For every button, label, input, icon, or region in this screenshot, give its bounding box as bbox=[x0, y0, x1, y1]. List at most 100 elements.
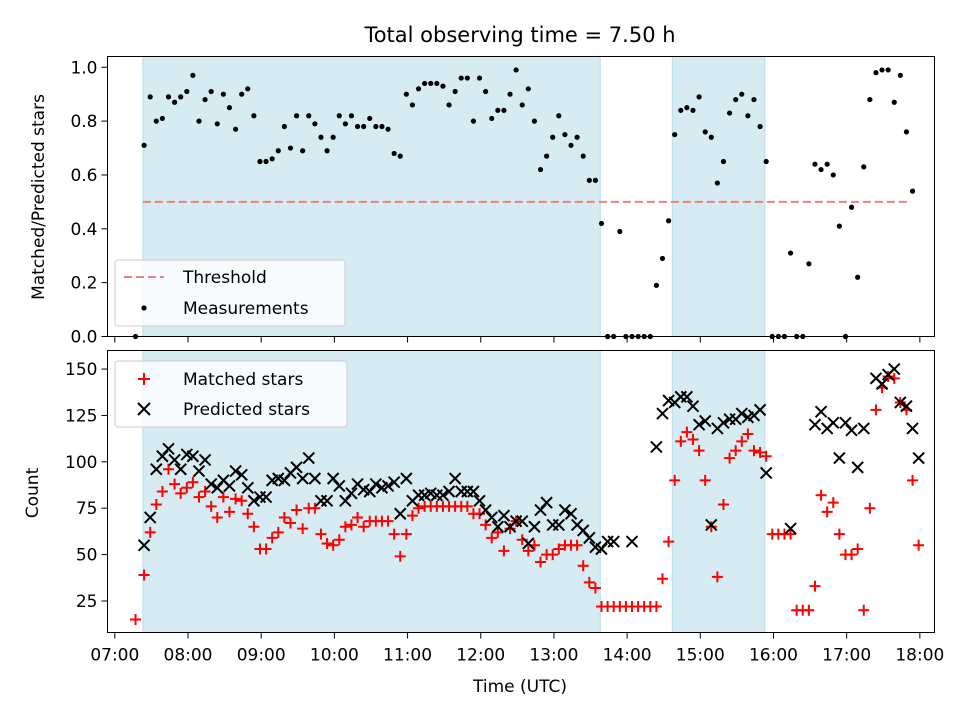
top-x-axis-ticks bbox=[114, 336, 921, 343]
measurement-point bbox=[373, 123, 379, 130]
matched-star-point bbox=[211, 511, 223, 523]
predicted-star-point bbox=[705, 518, 718, 532]
predicted-star-point bbox=[759, 466, 773, 480]
measurement-point bbox=[513, 67, 519, 73]
matched-star-point bbox=[852, 543, 864, 555]
y-tick-label: 0.4 bbox=[70, 220, 97, 240]
top-plot-frame bbox=[107, 56, 935, 337]
matched-star-point bbox=[144, 526, 156, 538]
matched-star-point bbox=[461, 500, 473, 512]
matched-star-point bbox=[309, 502, 321, 514]
bottom-legend: Matched stars Predicted stars bbox=[114, 360, 348, 428]
measurement-point bbox=[287, 145, 294, 151]
matched-star-point bbox=[394, 550, 406, 562]
legend-matched-label: Matched stars bbox=[183, 370, 303, 390]
measurement-point bbox=[275, 148, 281, 154]
measurement-point bbox=[281, 123, 287, 130]
predicted-star-point bbox=[827, 416, 840, 430]
matched-star-point bbox=[205, 500, 217, 512]
measurement-point bbox=[726, 110, 733, 116]
y-tick-label: 75 bbox=[76, 499, 98, 519]
matched-star-point bbox=[230, 493, 242, 505]
predicted-star-point bbox=[320, 494, 334, 507]
predicted-star-point bbox=[259, 490, 273, 504]
measurement-point bbox=[269, 156, 275, 162]
matched-star-point bbox=[175, 487, 187, 499]
matched-star-point bbox=[663, 536, 675, 548]
measurement-point bbox=[897, 72, 903, 78]
x-axis-label: Time (UTC) bbox=[472, 677, 567, 697]
measurement-point bbox=[751, 96, 757, 103]
predicted-star-point bbox=[186, 450, 200, 463]
matched-star-point bbox=[400, 528, 412, 540]
matched-star-point bbox=[724, 452, 736, 464]
matched-star-point bbox=[236, 495, 248, 507]
measurement-point bbox=[336, 113, 342, 119]
predicted-star-point bbox=[692, 418, 706, 431]
measurement-point bbox=[867, 96, 873, 103]
measurement-point bbox=[300, 148, 306, 154]
y-tick-label: 0.0 bbox=[70, 328, 97, 348]
measurement-point bbox=[312, 121, 318, 127]
predicted-star-point bbox=[857, 422, 870, 435]
predicted-star-point bbox=[198, 453, 212, 467]
measurement-point bbox=[836, 223, 842, 229]
matched-star-point bbox=[169, 478, 181, 490]
measurement-point bbox=[428, 80, 434, 87]
measurement-point bbox=[537, 166, 544, 173]
measurement-point bbox=[672, 131, 678, 138]
measurement-point bbox=[464, 75, 470, 81]
measurement-point bbox=[812, 161, 818, 167]
matched-star-point bbox=[760, 450, 772, 462]
predicted-star-point bbox=[229, 464, 242, 478]
matched-star-point bbox=[150, 498, 162, 510]
measurement-point bbox=[483, 88, 489, 95]
predicted-star-point bbox=[497, 509, 511, 522]
predicted-star-point bbox=[558, 503, 572, 517]
measurement-point bbox=[458, 75, 464, 81]
matched-star-point bbox=[248, 521, 260, 533]
measurement-point bbox=[659, 255, 666, 262]
top-y-axis-ticks: 0.0 0.2 0.4 0.6 0.8 1.0 bbox=[70, 58, 108, 348]
measurement-point bbox=[873, 70, 879, 76]
y-tick-label: 0.8 bbox=[70, 112, 97, 132]
top-legend: Threshold Measurements bbox=[114, 259, 346, 327]
matched-star-point bbox=[711, 571, 723, 583]
matched-star-point bbox=[162, 463, 174, 475]
legend-predicted-label: Predicted stars bbox=[183, 400, 310, 420]
matched-star-point bbox=[492, 526, 504, 538]
predicted-star-point bbox=[540, 496, 553, 509]
matched-star-point bbox=[815, 489, 827, 501]
matched-star-point bbox=[181, 482, 193, 494]
legend-threshold-label: Threshold bbox=[182, 268, 267, 288]
matched-star-point bbox=[742, 428, 754, 440]
measurement-point bbox=[208, 88, 214, 95]
measurement-point bbox=[470, 118, 477, 124]
matched-star-point bbox=[413, 502, 425, 514]
top-y-axis-label: Matched/Predicted stars bbox=[29, 94, 49, 300]
measurement-point bbox=[531, 118, 538, 124]
measurement-point bbox=[422, 80, 428, 87]
matched-star-point bbox=[907, 474, 919, 486]
x-tick-label: 07:00 bbox=[90, 646, 139, 666]
matched-star-point bbox=[687, 434, 699, 446]
matched-star-point bbox=[675, 435, 687, 447]
measurement-point bbox=[501, 107, 507, 113]
measurement-point bbox=[330, 134, 336, 140]
y-tick-label: 0.2 bbox=[70, 274, 97, 294]
measurement-point bbox=[434, 80, 440, 87]
matched-star-point bbox=[486, 532, 498, 544]
measurement-point bbox=[733, 96, 739, 103]
predicted-star-point bbox=[717, 416, 730, 430]
matched-star-point bbox=[669, 474, 681, 486]
matched-star-point bbox=[577, 560, 589, 572]
matched-star-point bbox=[803, 604, 815, 616]
predicted-star-point bbox=[143, 511, 157, 524]
measurement-point bbox=[757, 123, 763, 130]
predicted-star-point bbox=[381, 479, 395, 493]
measurement-point bbox=[220, 91, 226, 97]
predicted-star-point bbox=[814, 405, 828, 418]
matched-star-point bbox=[345, 519, 357, 531]
bottom-y-axis-ticks: 25 50 75 100 125 150 bbox=[65, 360, 108, 612]
predicted-stars-points bbox=[137, 362, 925, 556]
